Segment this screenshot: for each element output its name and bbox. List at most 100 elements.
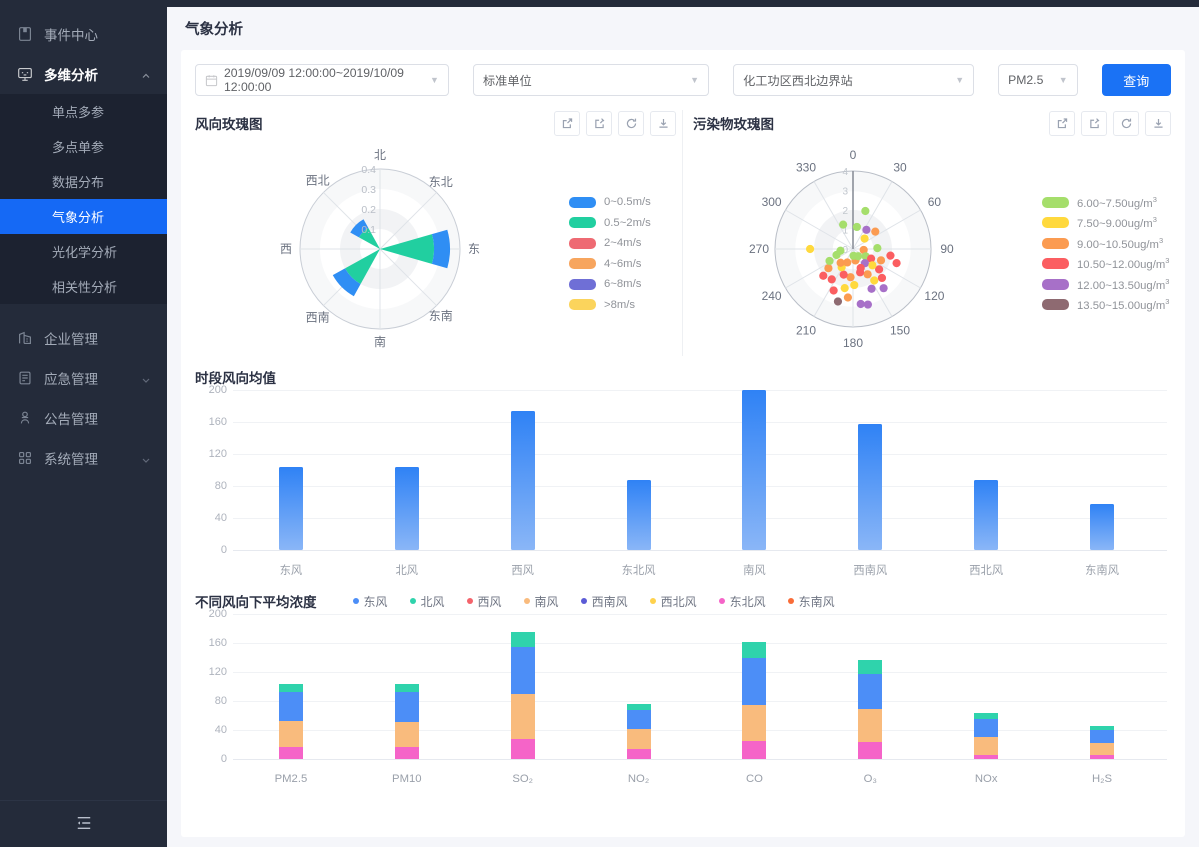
- unit-select[interactable]: 标准单位 ▼: [472, 64, 710, 96]
- stacked-bar-segment[interactable]: [974, 754, 999, 759]
- sidebar-item-photochemical[interactable]: 光化学分析: [0, 234, 167, 269]
- svg-text:西南: 西南: [306, 309, 330, 324]
- bar[interactable]: [742, 390, 767, 550]
- stacked-bar-segment[interactable]: [394, 692, 419, 723]
- x-axis-label: H₂S: [1092, 773, 1113, 785]
- stacked-bar-segment[interactable]: [394, 746, 419, 759]
- stacked-bar-segment[interactable]: [626, 703, 651, 710]
- pollutant-select[interactable]: PM2.5 ▼: [998, 64, 1078, 96]
- stacked-bar-segment[interactable]: [1090, 726, 1115, 730]
- download-icon[interactable]: [1145, 110, 1171, 136]
- legend-item[interactable]: 2~4m/s: [569, 233, 651, 254]
- stacked-bar-segment[interactable]: [278, 721, 303, 747]
- stacked-bar-segment[interactable]: [1090, 743, 1115, 755]
- stacked-bar-segment[interactable]: [858, 659, 883, 675]
- stacked-bar-segment[interactable]: [510, 646, 535, 694]
- external-link-icon[interactable]: [1049, 110, 1075, 136]
- legend-item[interactable]: 10.50~12.00ug/m3: [1042, 254, 1169, 275]
- edit-icon[interactable]: [1081, 110, 1107, 136]
- wind-direction-mean-plot: 200 160 120 80 40 0 东风 北风 西风 东北风 南风 西南风 西北风 东南风: [195, 384, 1171, 580]
- stacked-bar-segment[interactable]: [974, 713, 999, 720]
- sidebar-item-multi-analysis[interactable]: 多维分析: [0, 54, 167, 94]
- sidebar-item-enterprise[interactable]: 企业管理: [0, 318, 167, 358]
- stacked-bar-segment[interactable]: [858, 674, 883, 709]
- bar[interactable]: [278, 466, 303, 550]
- legend-item[interactable]: 东风: [352, 593, 388, 610]
- sidebar-item-weather-analysis[interactable]: 气象分析: [0, 199, 167, 234]
- legend-item[interactable]: 9.00~10.50ug/m3: [1042, 233, 1169, 254]
- refresh-icon[interactable]: [1113, 110, 1139, 136]
- sidebar-item-data-distribution[interactable]: 数据分布: [0, 164, 167, 199]
- date-range-picker[interactable]: 2019/09/09 12:00:00~2019/10/09 12:00:00 …: [195, 64, 449, 96]
- legend-item[interactable]: 6.00~7.50ug/m3: [1042, 192, 1169, 213]
- refresh-icon[interactable]: [618, 110, 644, 136]
- y-axis-tick: 40: [214, 512, 227, 524]
- sidebar-collapse-button[interactable]: [0, 800, 167, 847]
- stacked-bar-segment[interactable]: [1090, 730, 1115, 744]
- stacked-bar-segment[interactable]: [742, 740, 767, 759]
- sidebar-item-announcement[interactable]: 公告管理: [0, 398, 167, 438]
- stacked-bar-segment[interactable]: [742, 704, 767, 741]
- legend-item[interactable]: 4~6m/s: [569, 254, 651, 275]
- stacked-bar-segment[interactable]: [510, 693, 535, 739]
- download-icon[interactable]: [650, 110, 676, 136]
- sidebar-item-single-point[interactable]: 单点多参: [0, 94, 167, 129]
- legend-item[interactable]: 13.50~15.00ug/m3: [1042, 295, 1169, 316]
- stacked-bar-segment[interactable]: [858, 708, 883, 742]
- stacked-bar-segment[interactable]: [278, 683, 303, 693]
- legend-item[interactable]: 7.50~9.00ug/m3: [1042, 213, 1169, 234]
- sidebar-item-emergency[interactable]: 应急管理: [0, 358, 167, 398]
- legend-item[interactable]: 6~8m/s: [569, 274, 651, 295]
- legend-item[interactable]: 东南风: [787, 593, 835, 610]
- external-link-icon[interactable]: [554, 110, 580, 136]
- legend-item[interactable]: 北风: [409, 593, 445, 610]
- legend-item[interactable]: >8m/s: [569, 295, 651, 316]
- bar[interactable]: [858, 423, 883, 550]
- legend-swatch: [1042, 278, 1069, 290]
- pollutant-rose-card: 污染物玫瑰图 0 1 2 3 4 0 30 60 90 120 150 180 210 240 270 300…: [683, 110, 1171, 356]
- legend-item[interactable]: 西风: [466, 593, 502, 610]
- stacked-bar-segment[interactable]: [626, 729, 651, 749]
- stacked-bar-segment[interactable]: [510, 632, 535, 647]
- legend-item[interactable]: 南风: [523, 593, 559, 610]
- legend-label: 6.00~7.50ug/m3: [1077, 194, 1157, 210]
- stacked-bar-segment[interactable]: [974, 736, 999, 755]
- legend-item[interactable]: 0.5~2m/s: [569, 213, 651, 234]
- sidebar-item-multi-point[interactable]: 多点单参: [0, 129, 167, 164]
- legend-dot: [718, 598, 725, 604]
- stacked-bar-segment[interactable]: [626, 748, 651, 759]
- bar[interactable]: [394, 466, 419, 550]
- stacked-bar-segment[interactable]: [394, 683, 419, 693]
- unit-select-value: 标准单位: [482, 74, 532, 88]
- stacked-bar-segment[interactable]: [278, 746, 303, 759]
- chevron-down-icon: ▼: [955, 75, 965, 85]
- stacked-bar-segment[interactable]: [626, 709, 651, 730]
- stacked-bar-segment[interactable]: [278, 692, 303, 722]
- edit-icon[interactable]: [586, 110, 612, 136]
- query-button[interactable]: 查询: [1101, 64, 1171, 96]
- stacked-bar-segment[interactable]: [742, 658, 767, 705]
- legend-label: 6~8m/s: [604, 278, 642, 291]
- y-axis-tick: 160: [208, 416, 227, 428]
- stacked-bar-segment[interactable]: [742, 642, 767, 659]
- stacked-bar-segment[interactable]: [510, 738, 535, 759]
- legend-item[interactable]: 12.00~13.50ug/m3: [1042, 274, 1169, 295]
- bar[interactable]: [510, 410, 535, 550]
- sidebar-divider: [0, 304, 167, 318]
- stacked-bar-segment[interactable]: [858, 741, 883, 759]
- bar[interactable]: [974, 479, 999, 550]
- legend-item[interactable]: 东北风: [718, 593, 766, 610]
- legend-item[interactable]: 0~0.5m/s: [569, 192, 651, 213]
- stacked-bar-segment[interactable]: [974, 719, 999, 737]
- sidebar-item-correlation[interactable]: 相关性分析: [0, 269, 167, 304]
- stacked-bar-segment[interactable]: [1090, 754, 1115, 759]
- sidebar-item-event-center[interactable]: 事件中心: [0, 14, 167, 54]
- sidebar-item-system[interactable]: 系统管理: [0, 438, 167, 478]
- svg-text:4: 4: [842, 167, 848, 178]
- bar[interactable]: [1090, 503, 1115, 550]
- site-select[interactable]: 化工功区西北边界站 ▼: [733, 64, 975, 96]
- legend-item[interactable]: 西北风: [649, 593, 697, 610]
- stacked-bar-segment[interactable]: [394, 722, 419, 747]
- legend-item[interactable]: 西南风: [580, 593, 628, 610]
- bar[interactable]: [626, 479, 651, 550]
